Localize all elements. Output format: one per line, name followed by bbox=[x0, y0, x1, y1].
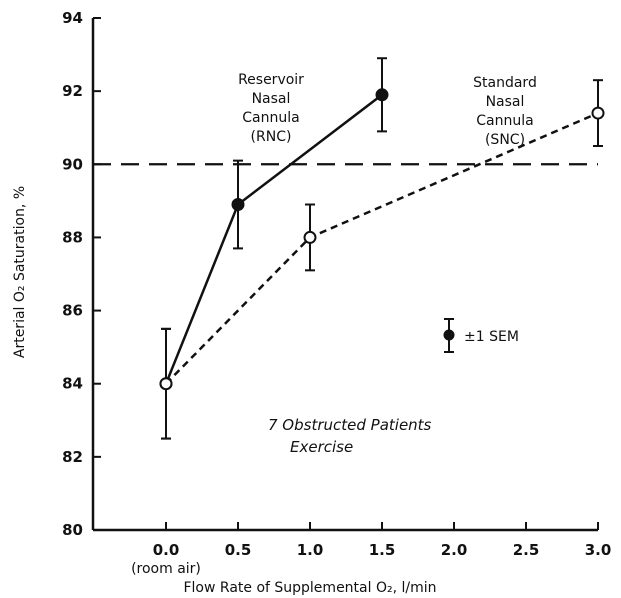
rnc-label-line-4: (RNC) bbox=[251, 129, 292, 145]
series-group bbox=[159, 57, 605, 440]
y-tick-label: 90 bbox=[62, 155, 83, 173]
x-ticks: 0.0 0.5 1.0 1.5 2.0 2.5 3.0 bbox=[153, 522, 612, 559]
rnc-label-line-2: Nasal bbox=[252, 91, 291, 107]
data-point bbox=[231, 198, 245, 212]
x-tick-label: 1.0 bbox=[297, 541, 324, 559]
sem-legend-marker bbox=[443, 329, 455, 341]
y-tick-label: 92 bbox=[62, 82, 83, 100]
x-tick-label: 2.0 bbox=[441, 541, 468, 559]
x-tick-label: 1.5 bbox=[369, 541, 396, 559]
axes bbox=[91, 18, 598, 532]
x-tick-label: 0.5 bbox=[225, 541, 252, 559]
rnc-label-line-1: Reservoir bbox=[238, 72, 304, 88]
x-tick-sublabel: (room air) bbox=[131, 561, 201, 577]
note-line-1: 7 Obstructed Patients bbox=[268, 416, 432, 434]
snc-label-line-2: Nasal bbox=[486, 94, 525, 110]
data-point bbox=[591, 106, 605, 120]
series-line bbox=[165, 111, 599, 385]
data-point bbox=[159, 377, 173, 391]
y-tick-label: 86 bbox=[62, 302, 83, 320]
rnc-label-line-3: Cannula bbox=[242, 110, 299, 126]
x-axis-title: Flow Rate of Supplemental O₂, l/min bbox=[183, 580, 436, 596]
snc-label-line-1: Standard bbox=[473, 75, 537, 91]
y-tick-label: 80 bbox=[62, 521, 83, 539]
y-axis-title: Arterial O₂ Saturation, % bbox=[12, 186, 28, 358]
snc-label-line-4: (SNC) bbox=[485, 132, 525, 148]
sem-legend-label: ±1 SEM bbox=[464, 329, 519, 345]
data-point bbox=[375, 88, 389, 102]
series-snc bbox=[159, 79, 605, 440]
x-tick-label: 3.0 bbox=[585, 541, 612, 559]
note-line-2: Exercise bbox=[290, 438, 353, 456]
x-tick-label: 0.0 bbox=[153, 541, 180, 559]
sem-legend: ±1 SEM bbox=[443, 318, 519, 353]
x-tick-label: 2.5 bbox=[513, 541, 540, 559]
y-tick-label: 88 bbox=[62, 228, 83, 246]
data-point bbox=[303, 230, 317, 244]
y-tick-label: 82 bbox=[62, 448, 83, 466]
snc-label-line-3: Cannula bbox=[476, 113, 533, 129]
y-tick-label: 84 bbox=[62, 375, 83, 393]
y-ticks: 80 82 84 86 88 90 92 94 bbox=[62, 9, 101, 539]
y-tick-label: 94 bbox=[62, 9, 83, 27]
